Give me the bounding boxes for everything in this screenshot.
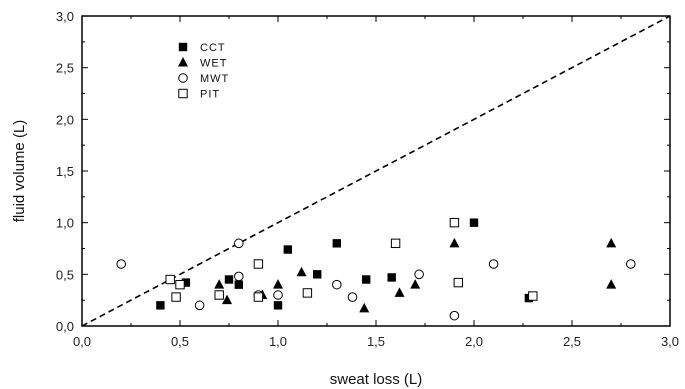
data-point bbox=[234, 280, 243, 289]
data-point bbox=[362, 275, 371, 284]
y-tick-label: 0,5 bbox=[56, 267, 74, 282]
plot-frame bbox=[81, 15, 671, 327]
x-tick-label: 2,0 bbox=[465, 334, 483, 349]
y-tick-label: 3,0 bbox=[56, 9, 74, 24]
data-point bbox=[234, 238, 244, 249]
data-point bbox=[488, 259, 499, 269]
y-tick-label: 1,0 bbox=[56, 216, 74, 231]
x-tick-label: 3,0 bbox=[661, 334, 679, 349]
data-point bbox=[224, 275, 234, 284]
legend-marker-pit bbox=[178, 88, 188, 99]
y-tick-label: 2,0 bbox=[56, 112, 74, 127]
data-point bbox=[606, 237, 617, 248]
data-point bbox=[273, 279, 283, 289]
data-point bbox=[528, 291, 538, 301]
data-point bbox=[214, 279, 225, 289]
data-point bbox=[453, 277, 464, 288]
y-tick-labels: 0,0 0,5 1,0 1,5 2,0 2,5 3,0 bbox=[56, 9, 74, 334]
legend-label: WET bbox=[200, 58, 227, 70]
legend-label: MWT bbox=[200, 73, 229, 85]
data-point bbox=[390, 238, 401, 249]
y-tick-label: 0,0 bbox=[56, 319, 74, 334]
legend-marker-mwt bbox=[178, 73, 188, 83]
x-tick-label: 1,5 bbox=[367, 334, 385, 349]
data-point bbox=[313, 270, 322, 279]
data-point bbox=[273, 290, 283, 300]
series-pit bbox=[165, 217, 538, 302]
data-point bbox=[302, 288, 313, 298]
data-point bbox=[273, 301, 283, 310]
data-point bbox=[410, 279, 421, 289]
data-point bbox=[414, 269, 424, 280]
x-tick-label: 0,5 bbox=[171, 334, 189, 349]
data-point bbox=[222, 294, 233, 305]
data-point bbox=[449, 237, 460, 248]
data-point bbox=[626, 259, 636, 269]
data-point bbox=[347, 292, 358, 302]
data-point bbox=[253, 259, 264, 269]
legend-marker-wet bbox=[178, 57, 188, 67]
data-point bbox=[332, 279, 342, 290]
data-point bbox=[359, 302, 370, 313]
data-point bbox=[469, 218, 479, 227]
data-point bbox=[171, 292, 181, 302]
data-point bbox=[175, 279, 185, 290]
data-point bbox=[116, 259, 126, 269]
data-point bbox=[181, 278, 191, 287]
data-point bbox=[234, 271, 244, 282]
data-point bbox=[214, 290, 224, 300]
data-point bbox=[449, 217, 460, 228]
x-tick-label: 2,5 bbox=[563, 334, 581, 349]
y-axis-title: fluid volume (L) bbox=[11, 120, 28, 223]
x-tick-label: 0,0 bbox=[73, 334, 91, 349]
y-tick-label: 1,5 bbox=[56, 164, 74, 179]
data-point bbox=[394, 287, 405, 297]
legend-label: CCT bbox=[200, 42, 226, 54]
data-point bbox=[253, 292, 264, 302]
y-tick-label: 2,5 bbox=[56, 61, 74, 76]
legend: CCT WET MWT PIT bbox=[178, 42, 229, 101]
x-axis-title: sweat loss (L) bbox=[330, 371, 423, 388]
data-point bbox=[296, 266, 307, 277]
data-point bbox=[283, 245, 292, 254]
data-point bbox=[332, 239, 341, 248]
data-points bbox=[116, 217, 636, 321]
x-tick-labels: 0,0 0,5 1,0 1,5 2,0 2,5 3,0 bbox=[73, 334, 679, 349]
x-tick-label: 1,0 bbox=[269, 334, 287, 349]
data-point bbox=[165, 274, 175, 285]
data-point bbox=[449, 310, 460, 321]
series-cct bbox=[156, 218, 534, 310]
data-point bbox=[194, 300, 205, 311]
legend-label: PIT bbox=[200, 89, 220, 101]
data-point bbox=[606, 279, 617, 289]
identity-reference-line bbox=[81, 15, 671, 327]
data-point bbox=[156, 301, 165, 310]
data-point bbox=[387, 273, 396, 282]
series-mwt bbox=[116, 238, 636, 321]
legend-marker-cct bbox=[178, 42, 188, 52]
reference-line-layer bbox=[81, 15, 671, 327]
